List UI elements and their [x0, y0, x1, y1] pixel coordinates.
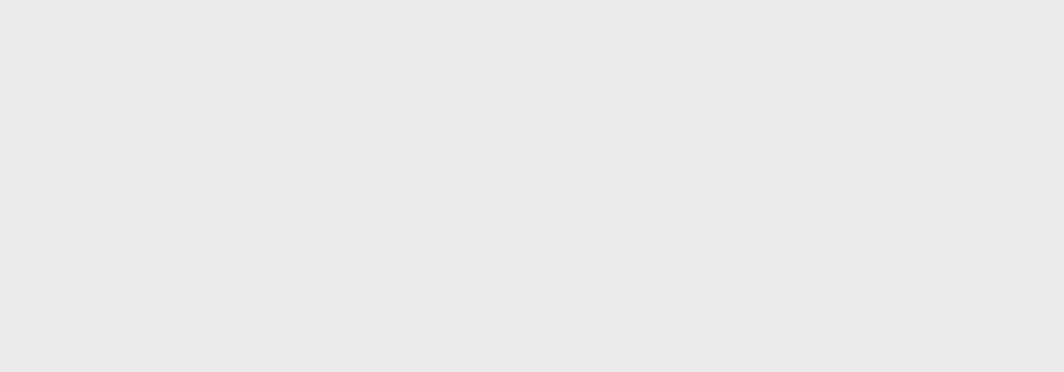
Text: A.: A. [62, 217, 74, 230]
Text: B.: B. [317, 217, 330, 230]
Text: D.: D. [828, 217, 842, 230]
Text: [0,2,0.5] by [−70,50,10]: [0,2,0.5] by [−70,50,10] [606, 357, 708, 366]
Text: [−4,8,1] by [−150,250,50]: [−4,8,1] by [−150,250,50] [857, 357, 968, 366]
Circle shape [510, 292, 527, 305]
Circle shape [44, 215, 59, 232]
FancyBboxPatch shape [500, 203, 564, 212]
Circle shape [765, 292, 782, 305]
Circle shape [254, 326, 271, 339]
Text: [−4,6,1] by [−250,150,50]: [−4,6,1] by [−250,150,50] [346, 357, 458, 366]
Circle shape [1020, 259, 1037, 272]
Text: f(x) = $-x^5 + 5x^4 - 8x^3 + 2x + 22$: f(x) = $-x^5 + 5x^4 - 8x^3 + 2x + 22$ [37, 114, 250, 131]
Text: Use a graphing utility with a viewing rectangle large enough to show end behavio: Use a graphing utility with a viewing re… [11, 39, 721, 48]
Text: Points: 0 of 1: Points: 0 of 1 [670, 10, 743, 20]
Circle shape [299, 215, 314, 232]
Circle shape [254, 292, 271, 305]
Circle shape [558, 219, 566, 228]
Circle shape [765, 326, 782, 339]
Text: Choose the correct graph below.: Choose the correct graph below. [11, 213, 192, 223]
Text: C.: C. [572, 217, 585, 230]
Text: [0,2,0.5] by [−50,150,50]: [0,2,0.5] by [−50,150,50] [93, 357, 200, 366]
Circle shape [1020, 292, 1037, 305]
Circle shape [254, 259, 271, 272]
Circle shape [810, 215, 825, 232]
Circle shape [510, 326, 527, 339]
Circle shape [554, 215, 569, 232]
Circle shape [1020, 326, 1037, 339]
Circle shape [765, 259, 782, 272]
Circle shape [713, 6, 1064, 24]
Circle shape [510, 259, 527, 272]
